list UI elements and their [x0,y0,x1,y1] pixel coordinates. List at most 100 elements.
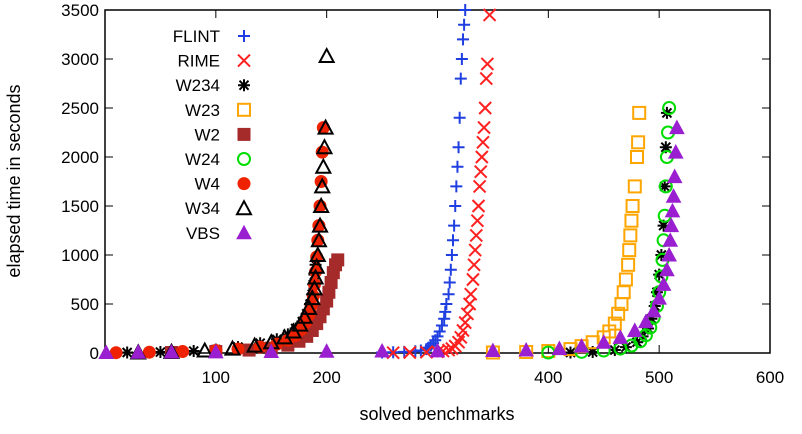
legend-marker-w234 [238,79,250,92]
data-point [657,219,670,232]
legend-marker-w23 [237,102,251,117]
data-point [316,118,335,135]
data-point [98,344,114,360]
data-point [207,343,224,359]
data-point [659,261,675,277]
data-point [661,246,677,262]
legend-marker-w34 [235,199,253,216]
x-tick-label: 500 [645,368,673,387]
data-point [459,4,472,16]
data-point [623,228,638,243]
data-point [448,219,461,232]
data-point [627,179,642,194]
data-point [300,298,318,315]
data-point [642,322,655,335]
data-point [456,33,469,46]
data-point [317,46,336,64]
data-point [443,276,456,289]
data-point [458,315,472,330]
data-point [474,164,488,179]
data-point [313,177,331,194]
legend-marker-flint [238,30,250,42]
data-point [318,343,335,358]
data-point [466,272,480,287]
x-tick-label: 600 [756,368,784,387]
data-point [630,150,644,164]
y-tick-label: 3000 [61,50,99,69]
data-point [312,196,330,213]
y-axis-title: elapsed time in seconds [4,84,24,277]
data-point [303,289,321,306]
data-point [447,234,460,247]
data-point [305,279,324,296]
data-point [622,243,637,258]
data-point [658,179,673,194]
data-point [468,243,482,257]
data-point [403,345,417,360]
data-point [121,346,134,359]
data-point [374,342,390,358]
data-point [452,141,465,154]
data-point [618,272,633,287]
data-point [475,150,489,164]
data-point [632,105,647,120]
data-point [196,341,214,358]
legend-marker-rime [237,53,251,68]
legend-label-flint: FLINT [173,27,220,46]
data-point [306,268,325,285]
data-point [476,135,490,150]
data-point [662,232,679,247]
data-point [651,290,668,305]
data-point [653,268,666,281]
legend-label-w23: W23 [185,101,220,120]
data-point [308,257,326,274]
data-point [482,8,497,22]
x-tick-label: 300 [423,368,451,387]
data-point [621,257,636,272]
data-point [624,213,639,228]
data-point [485,342,501,358]
data-marks [98,4,685,360]
data-point [586,346,599,359]
legend-label-w234: W234 [176,76,220,95]
data-point [638,313,654,329]
data-point [445,249,458,261]
data-point [665,188,682,203]
series-rime [386,8,497,360]
data-point [444,263,457,276]
y-tick-label: 2000 [61,148,99,167]
data-point [631,135,646,150]
data-point [573,338,590,353]
x-tick-label: 200 [312,368,340,387]
data-point [451,160,464,173]
data-point [291,315,309,332]
data-point [472,179,487,194]
series-vbs [98,119,685,360]
x-tick-label: 100 [202,368,230,387]
data-point [480,57,495,71]
x-tick-label: 400 [534,368,562,387]
data-point [658,180,671,193]
data-point [435,319,448,332]
legend-label-w2: W2 [195,125,221,144]
data-point [471,199,486,213]
data-point [449,200,462,212]
data-point [564,346,577,359]
data-point [477,120,491,135]
axis-ticks: 100 200 300 400 500 600 0 500 1000 1500 2000 2500 30… [61,1,784,387]
data-point [669,119,685,135]
data-point [314,157,333,174]
data-point [245,336,264,353]
data-point [607,316,622,331]
data-point [664,202,681,218]
data-point [309,258,322,271]
legend-marker-w24 [237,152,251,166]
data-point [455,53,468,65]
data-point [464,287,478,301]
legend-label-rime: RIME [178,52,221,71]
data-point [626,322,643,337]
data-point [142,345,156,359]
data-point [310,231,328,248]
data-point [458,18,471,31]
y-tick-label: 1500 [61,197,99,216]
